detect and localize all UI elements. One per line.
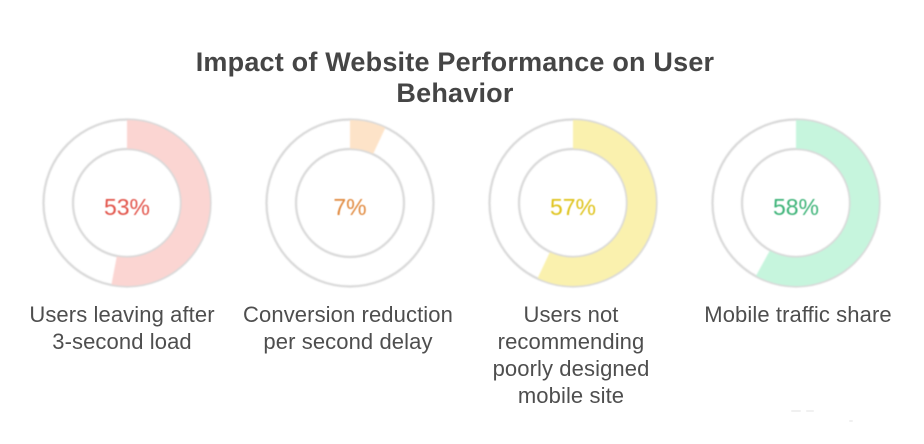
svg-text:58%: 58% [773, 194, 819, 220]
svg-text:57%: 57% [550, 194, 596, 220]
svg-text:7%: 7% [333, 194, 366, 220]
svg-text:53%: 53% [104, 194, 150, 220]
